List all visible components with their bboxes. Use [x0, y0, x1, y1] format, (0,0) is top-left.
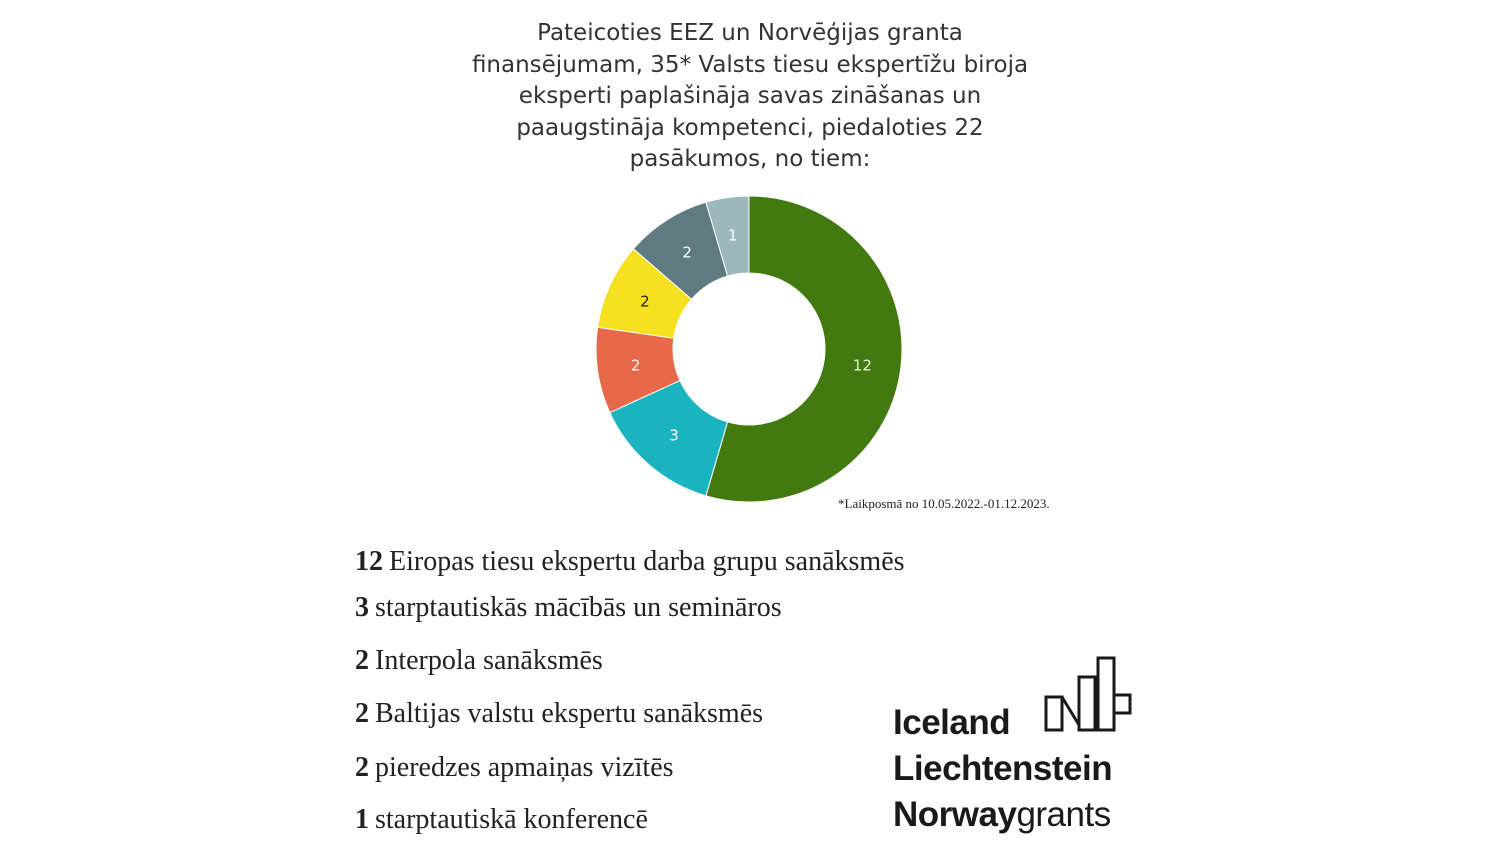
legend-text: Interpola sanāksmēs — [375, 645, 603, 676]
legend-count: 1 — [355, 804, 369, 835]
donut-slice — [705, 195, 903, 503]
data-label: 1 — [728, 227, 738, 245]
eea-norway-grants-logo: Iceland Liechtenstein Norwaygrants — [893, 655, 1153, 835]
legend-text: Baltijas valstu ekspertu sanāksmēs — [375, 698, 764, 729]
legend-count: 12 — [355, 546, 383, 577]
legend-count: 3 — [355, 592, 369, 623]
legend-text: starptautiskā konferencē — [375, 804, 648, 835]
legend-item: 2 pieredzes apmaiņas vizītēs — [355, 752, 674, 784]
grants-logo-icon — [1044, 656, 1132, 732]
logo-line: Iceland — [893, 703, 1011, 742]
legend-count: 2 — [355, 752, 369, 783]
title-line: paaugstināja kompetenci, piedaloties 22 — [516, 114, 984, 141]
data-label: 2 — [640, 292, 650, 310]
logo-line: Norwaygrants — [893, 795, 1111, 835]
title-line: finansējumam, 35* Valsts tiesu ekspertīž… — [471, 51, 1029, 78]
legend-item: 12 Eiropas tiesu ekspertu darba grupu san… — [355, 546, 905, 578]
title-line: Pateicoties EEZ un Norvēģijas granta — [537, 20, 963, 46]
data-label: 2 — [682, 244, 692, 262]
legend-text: starptautiskās mācībās un semināros — [375, 592, 782, 623]
data-label: 3 — [669, 427, 679, 445]
logo-line: Liechtenstein — [893, 749, 1113, 788]
legend-count: 2 — [355, 645, 369, 676]
chart-title: Pateicoties EEZ un Norvēģijas granta fin… — [430, 18, 1070, 176]
title-line: eksperti paplašināja savas zināšanas un — [518, 83, 982, 109]
logo-word: grants — [1016, 795, 1111, 834]
legend-item: 1 starptautiskā konferencē — [355, 804, 648, 836]
legend-text: Eiropas tiesu ekspertu darba grupu sanāk… — [389, 546, 905, 577]
data-label: 2 — [631, 356, 641, 374]
title-line: pasākumos, no tiem: — [629, 146, 871, 172]
logo-word: Norway — [893, 795, 1017, 834]
legend-text: pieredzes apmaiņas vizītēs — [375, 752, 674, 783]
data-label: 12 — [853, 356, 872, 374]
legend-item: 2 Baltijas valstu ekspertu sanāksmēs — [355, 698, 763, 730]
footnote: *Laikposmā no 10.05.2022.-01.12.2023. — [838, 496, 1050, 511]
donut-slice — [705, 195, 750, 277]
legend-item: 3 starptautiskās mācībās un semināros — [355, 592, 782, 624]
legend-item: 2 Interpola sanāksmēs — [355, 645, 603, 677]
legend-count: 2 — [355, 698, 369, 729]
